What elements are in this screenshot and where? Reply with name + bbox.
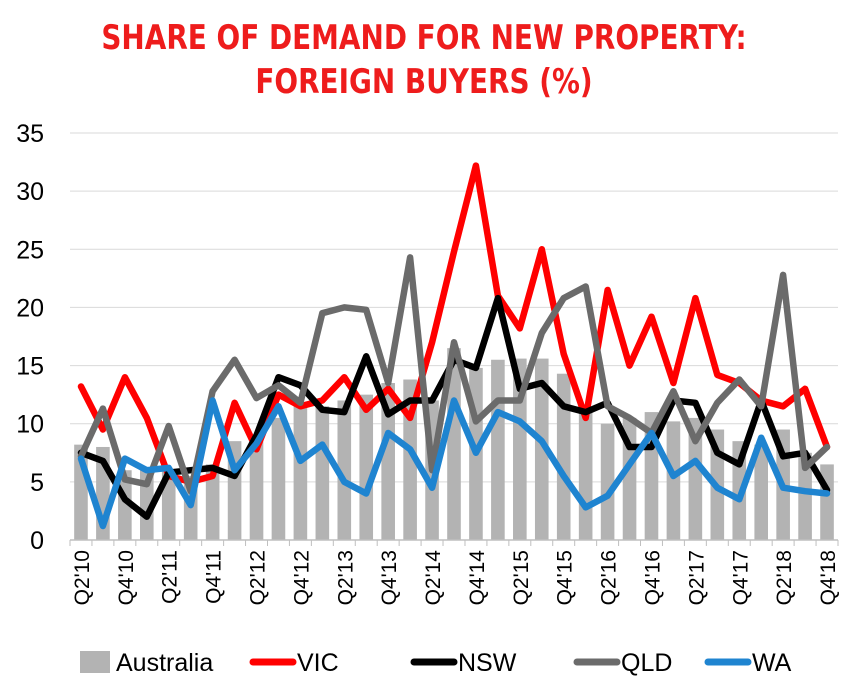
- bar-australia: [556, 373, 571, 540]
- bar-australia: [161, 470, 176, 540]
- bar-australia: [447, 348, 461, 540]
- bar-australia: [359, 394, 374, 540]
- bar-australia: [754, 444, 769, 540]
- bar-australia: [271, 417, 286, 540]
- legend-label-australia: Australia: [116, 649, 213, 677]
- bar-australia: [578, 412, 593, 540]
- chart-title-line-2: FOREIGN BUYERS (%): [255, 62, 593, 102]
- y-tick-label: 5: [30, 469, 44, 497]
- y-tick-label: 0: [30, 527, 44, 555]
- x-tick-label: Q4'17: [729, 550, 752, 605]
- x-tick-label: Q4'10: [115, 550, 138, 605]
- bar-australia: [513, 358, 527, 540]
- x-tick-label: Q2'18: [773, 550, 796, 605]
- bar-australia: [688, 417, 703, 540]
- x-tick-label: Q2'16: [598, 550, 621, 605]
- x-tick-label: Q2'14: [422, 550, 445, 606]
- bar-australia: [403, 379, 417, 540]
- legend-label-wa: WA: [752, 649, 792, 677]
- y-tick-label: 30: [16, 178, 44, 206]
- legend-label-qld: QLD: [621, 649, 672, 677]
- bar-australia: [381, 383, 395, 540]
- line-wa: [77, 397, 831, 530]
- bar-australia: [600, 423, 615, 540]
- x-tick-label: Q4'14: [466, 550, 489, 606]
- x-tick-label: Q4'18: [817, 550, 840, 605]
- x-tick-label: Q4'13: [378, 550, 401, 605]
- y-tick-label: 35: [16, 120, 44, 148]
- x-tick-label: Q2'12: [247, 550, 270, 605]
- x-tick-label: Q4'16: [641, 550, 664, 605]
- legend-label-nsw: NSW: [458, 649, 517, 677]
- bar-australia: [205, 464, 220, 540]
- bar-australia: [315, 406, 330, 540]
- y-tick-label: 25: [16, 236, 44, 264]
- x-tick-label: Q4'12: [290, 550, 313, 605]
- y-tick-label: 10: [16, 411, 44, 439]
- chart-title-line-1: SHARE OF DEMAND FOR NEW PROPERTY:: [101, 18, 747, 58]
- x-tick-label: Q2'11: [159, 550, 182, 604]
- x-tick-label: Q2'13: [334, 550, 357, 605]
- bar-australia: [666, 421, 681, 540]
- legend-swatch-australia: [80, 651, 110, 673]
- x-tick-label: Q4'15: [554, 550, 577, 605]
- bar-australia: [798, 452, 812, 540]
- x-tick-label: Q4'11: [203, 550, 226, 604]
- x-tick-label: Q2'17: [685, 550, 708, 605]
- x-tick-label: Q2'15: [510, 550, 533, 605]
- x-tick-label: Q2'10: [71, 550, 94, 605]
- y-tick-label: 20: [16, 294, 44, 322]
- bar-australia: [534, 358, 549, 540]
- bar-australia: [337, 400, 352, 540]
- line-vic: [77, 162, 831, 486]
- bar-australia: [293, 402, 308, 540]
- bar-australia: [491, 359, 505, 540]
- y-tick-label: 15: [16, 353, 44, 381]
- bar-australia: [249, 435, 264, 540]
- legend-label-vic: VIC: [297, 649, 339, 677]
